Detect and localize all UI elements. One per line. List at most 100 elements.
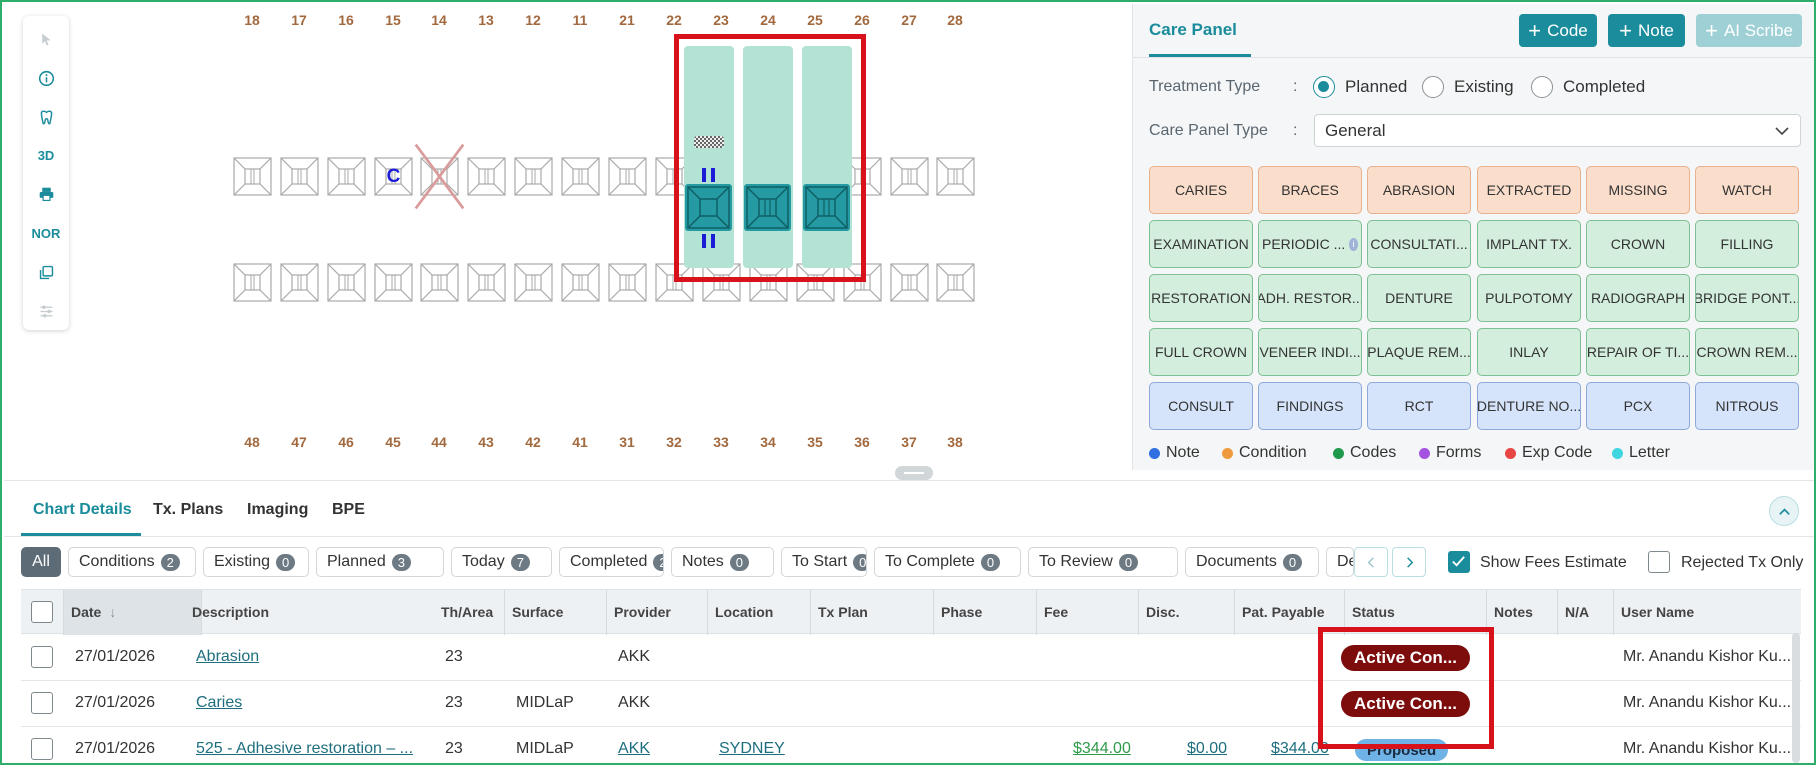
collapse-button[interactable] [1769,496,1799,526]
filter-next-button[interactable] [1392,547,1426,577]
selected-tooth-25[interactable] [802,46,852,268]
tooth-number-36[interactable]: 36 [854,434,870,450]
filter-notes[interactable]: Notes 0 [671,547,774,577]
tooth-number-12[interactable]: 12 [525,12,541,28]
care-chip-findings[interactable]: FINDINGS [1258,382,1362,430]
care-chip-missing[interactable]: MISSING [1586,166,1690,214]
column-header-provider[interactable]: Provider [614,604,671,620]
radio-completed[interactable]: Completed [1531,76,1645,98]
tooth-33[interactable] [702,263,741,302]
care-chip-abrasion[interactable]: ABRASION [1367,166,1471,214]
tooth-44[interactable] [420,263,459,302]
tooth-16[interactable] [327,157,366,196]
tooth-46[interactable] [327,263,366,302]
care-chip-restoration[interactable]: RESTORATION [1149,274,1253,322]
column-separator[interactable] [810,590,811,635]
cell-provider[interactable]: AKK [618,740,651,757]
column-separator[interactable] [201,590,202,635]
care-chip-denture[interactable]: DENTURE [1367,274,1471,322]
care-chip-implant-tx[interactable]: IMPLANT TX. [1477,220,1581,268]
row-checkbox[interactable] [31,738,53,760]
3d-toggle[interactable]: 3D [37,147,55,163]
tooth-number-35[interactable]: 35 [807,434,823,450]
tab-care-panel[interactable]: Care Panel [1149,20,1237,39]
column-header-surface[interactable]: Surface [512,604,564,620]
column-header-disc[interactable]: Disc. [1146,604,1180,620]
table-row[interactable]: 27/01/2026 525 - Adhesive restoration – .… [21,727,1801,763]
tooth-41[interactable] [561,263,600,302]
info-icon[interactable]: i [1349,237,1358,251]
care-chip-filling[interactable]: FILLING [1695,220,1799,268]
filter-to-start[interactable]: To Start 0 [781,547,867,577]
column-separator[interactable] [1613,590,1614,635]
care-chip-radiograph[interactable]: RADIOGRAPH [1586,274,1690,322]
care-chip-watch[interactable]: WATCH [1695,166,1799,214]
care-chip-full-crown[interactable]: FULL CROWN [1149,328,1253,376]
column-separator[interactable] [504,590,505,635]
nor-toggle[interactable]: NOR [31,225,61,241]
care-chip-denture-no[interactable]: DENTURE NO... [1477,382,1581,430]
table-scrollbar[interactable] [1792,633,1800,763]
cell-discount[interactable]: $0.00 [1187,740,1228,757]
tooth-number-17[interactable]: 17 [291,12,307,28]
tooth-number-37[interactable]: 37 [901,434,917,450]
column-header-phase[interactable]: Phase [941,604,983,620]
column-separator[interactable] [606,590,607,635]
tooth-11[interactable] [561,157,600,196]
filter-defaul[interactable]: Defaul [1326,547,1354,577]
column-separator[interactable] [1486,590,1487,635]
tab-tx-plans[interactable]: Tx. Plans [153,501,224,518]
tooth-13[interactable] [467,157,506,196]
tooth-28[interactable] [936,157,975,196]
tooth-number-16[interactable]: 16 [338,12,354,28]
tooth-number-18[interactable]: 18 [244,12,260,28]
care-chip-adh-restor[interactable]: ADH. RESTOR... [1258,274,1362,322]
tooth-number-28[interactable]: 28 [947,12,963,28]
tooth-27[interactable] [890,157,929,196]
tooth-number-25[interactable]: 25 [807,12,823,28]
rejected-tx-checkbox[interactable] [1648,551,1670,573]
tooth-number-14[interactable]: 14 [431,12,447,28]
tooth-number-41[interactable]: 41 [572,434,588,450]
column-separator[interactable] [933,590,934,635]
tooth-45[interactable] [374,263,413,302]
filter-today[interactable]: Today 7 [451,547,552,577]
tooth-number-48[interactable]: 48 [244,434,260,450]
filter-prev-button[interactable] [1354,547,1388,577]
tooth-number-15[interactable]: 15 [385,12,401,28]
table-row[interactable]: 27/01/2026 Caries 23 MIDLaP AKK Mr. Anandu Ki… [21,681,1801,727]
tooth-number-26[interactable]: 26 [854,12,870,28]
tooth-48[interactable] [233,263,272,302]
tooth-number-42[interactable]: 42 [525,434,541,450]
tooth-number-31[interactable]: 31 [619,434,635,450]
tooth-31[interactable] [608,263,647,302]
tooth-number-32[interactable]: 32 [666,434,682,450]
tooth-number-23[interactable]: 23 [713,12,729,28]
column-header-description[interactable]: Description [192,604,270,620]
tooth-38[interactable] [936,263,975,302]
filter-documents[interactable]: Documents 0 [1185,547,1319,577]
tooth-35[interactable] [796,263,835,302]
care-chip-bridge-pont[interactable]: BRIDGE PONT... [1695,274,1799,322]
column-header-location[interactable]: Location [715,604,774,620]
tooth-12[interactable] [514,157,553,196]
column-header-pat-payable[interactable]: Pat. Payable [1242,604,1325,620]
column-separator[interactable] [1036,590,1037,635]
care-chip-crown[interactable]: CROWN [1586,220,1690,268]
cell-description-link[interactable]: Abrasion [196,648,260,665]
tooth-37[interactable] [890,263,929,302]
tooth-21[interactable] [608,157,647,196]
column-header-n-a[interactable]: N/A [1565,604,1590,620]
care-panel-type-select[interactable]: General [1314,114,1801,147]
select-all-checkbox[interactable] [31,601,53,623]
row-checkbox[interactable] [31,646,53,668]
panel-resize-handle[interactable] [895,466,933,480]
column-header-date[interactable]: Date ↓ [71,604,117,620]
add-note-button[interactable]: + Note [1608,14,1685,47]
cell-fee[interactable]: $344.00 [1073,740,1131,757]
filter-to-review[interactable]: To Review 0 [1028,547,1178,577]
copy-icon[interactable] [23,257,69,287]
column-header-user-name[interactable]: User Name [1621,604,1695,620]
filter-completed[interactable]: Completed 2 [559,547,664,577]
column-separator[interactable] [1557,590,1558,635]
